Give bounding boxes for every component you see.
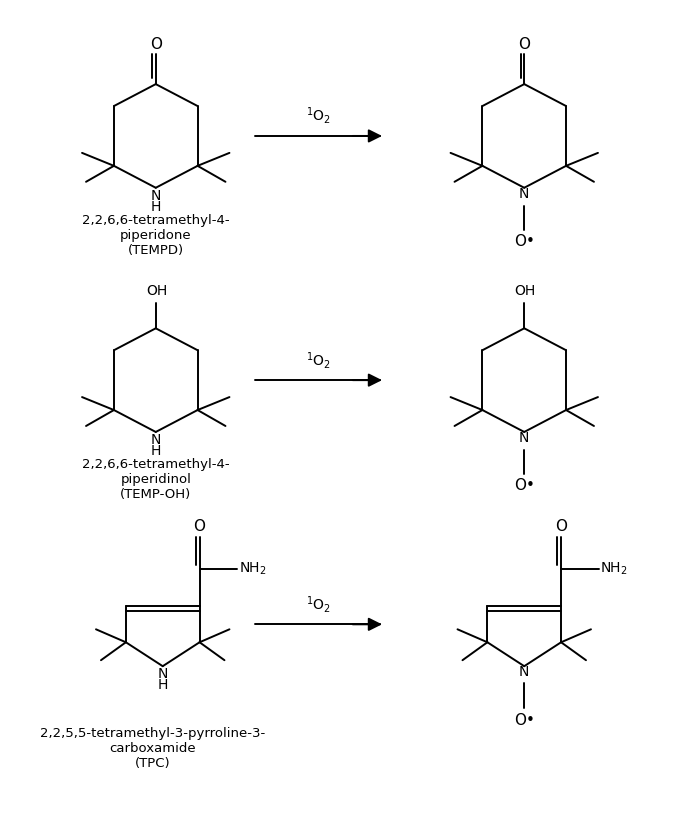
Text: N: N xyxy=(519,431,530,445)
Text: O•: O• xyxy=(514,478,534,493)
Text: O: O xyxy=(150,37,162,52)
Text: $^{1}$O$_{2}$: $^{1}$O$_{2}$ xyxy=(306,594,331,615)
Text: N: N xyxy=(519,665,530,680)
Text: N: N xyxy=(158,667,168,681)
Text: N: N xyxy=(151,189,161,202)
Text: O: O xyxy=(518,37,530,52)
Text: N: N xyxy=(519,186,530,201)
Text: H: H xyxy=(151,200,161,213)
Text: H: H xyxy=(151,444,161,458)
Text: O•: O• xyxy=(514,712,534,727)
Text: $^{1}$O$_{2}$: $^{1}$O$_{2}$ xyxy=(306,349,331,370)
Text: O: O xyxy=(194,519,206,534)
Text: 2,2,6,6-tetramethyl-4-
piperidinol
(TEMP-OH): 2,2,6,6-tetramethyl-4- piperidinol (TEMP… xyxy=(82,459,230,501)
Text: H: H xyxy=(158,678,168,692)
Text: OH: OH xyxy=(146,285,168,298)
Text: 2,2,6,6-tetramethyl-4-
piperidone
(TEMPD): 2,2,6,6-tetramethyl-4- piperidone (TEMPD… xyxy=(82,214,230,257)
Text: NH$_2$: NH$_2$ xyxy=(600,560,627,577)
Text: 2,2,5,5-tetramethyl-3-pyrroline-3-
carboxamide
(TPC): 2,2,5,5-tetramethyl-3-pyrroline-3- carbo… xyxy=(40,727,265,770)
Text: OH: OH xyxy=(515,285,536,298)
Text: O: O xyxy=(555,519,567,534)
Text: NH$_2$: NH$_2$ xyxy=(238,560,266,577)
Text: N: N xyxy=(151,433,161,447)
Text: $^{1}$O$_{2}$: $^{1}$O$_{2}$ xyxy=(306,105,331,126)
Text: O•: O• xyxy=(514,234,534,249)
